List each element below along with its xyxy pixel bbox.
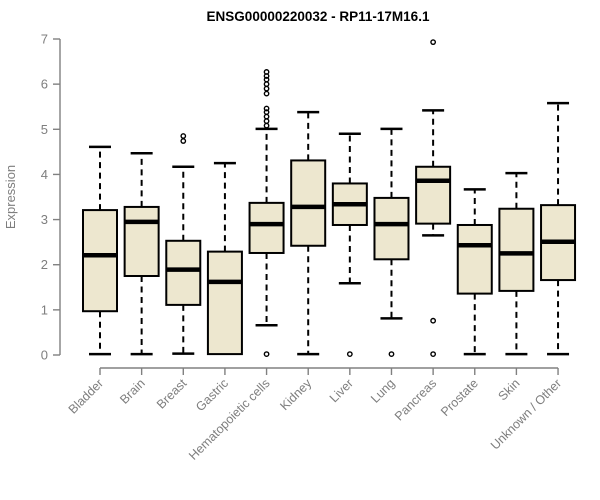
box-prostate [456,223,493,295]
outlier-point [263,81,270,88]
outlier-point [388,351,395,357]
y-tick-label: 4 [41,167,48,182]
outlier-point [263,118,270,125]
x-tick-label: Unknown / Other [488,376,564,452]
y-tick-label: 0 [41,348,48,363]
chart-title: ENSG00000220032 - RP11-17M16.1 [207,9,430,24]
x-tick-label: Liver [327,376,356,405]
x-tick-label: Pancreas [392,376,439,423]
outlier-point [263,76,270,83]
y-axis-label: Expression [3,165,18,229]
outlier-point [263,85,270,92]
outlier-point [180,138,187,144]
outlier-point [430,317,437,324]
box-brain [123,205,160,277]
x-tick-label: Skin [495,376,522,403]
outlier-point [430,351,437,357]
y-tick-label: 2 [41,257,48,272]
outlier-point [346,351,353,357]
x-tick-label: Lung [368,376,398,406]
outlier-point [430,39,437,46]
y-tick-label: 1 [41,302,48,317]
box-skin [498,207,535,292]
x-tick-label: Breast [154,376,190,412]
box-bladder [82,209,118,313]
y-tick-label: 6 [41,77,48,92]
y-tick-label: 5 [41,122,48,137]
x-tick-label: Kidney [277,376,314,413]
outlier-point [263,90,270,97]
outlier-point [263,105,270,112]
outlier-point [263,351,270,357]
box-breast [165,239,202,306]
box-pancreas [415,165,452,225]
outlier-point [263,109,270,116]
box-gastric [206,250,243,356]
outlier-point [263,113,270,120]
x-tick-label: Gastric [193,376,231,414]
plot-area: 0 1 2 3 4 5 6 7 Bladder Brain Breast GastricHematop… [41,32,577,463]
outlier-point [180,133,187,139]
x-tick-label: Prostate [438,376,481,419]
outlier-point [263,122,270,129]
x-tick-label: Hematopoietic cells [186,376,273,463]
box-hematopoietic-cells [248,201,285,254]
x-tick-label: Brain [117,376,148,407]
x-tick-label: Bladder [66,376,106,416]
box-kidney [290,159,327,247]
y-tick-label: 3 [41,212,48,227]
outlier-point [263,69,270,75]
y-tick-label: 7 [41,32,48,47]
box-lung [373,196,410,261]
